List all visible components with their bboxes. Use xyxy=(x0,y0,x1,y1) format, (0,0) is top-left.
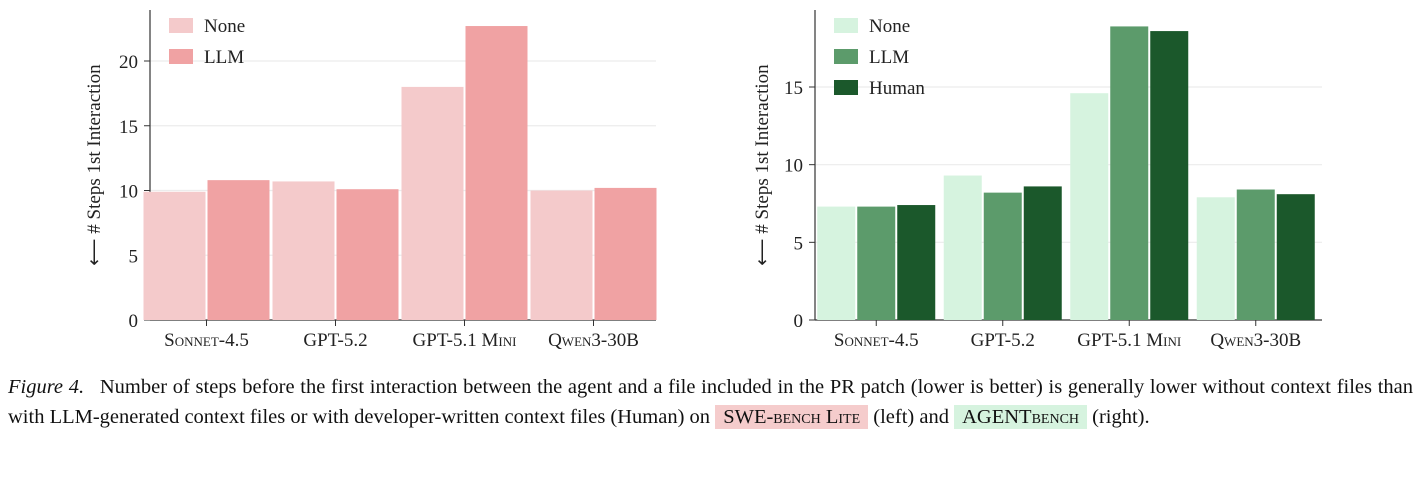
y-tick-label: 5 xyxy=(794,233,804,254)
y-tick-label: 20 xyxy=(119,52,138,73)
figure-caption: Figure 4. Number of steps before the fir… xyxy=(8,372,1413,432)
caption-end: (right). xyxy=(1092,406,1150,428)
x-tick-label: Qwen3-30B xyxy=(548,330,639,351)
legend-label: LLM xyxy=(869,47,909,68)
legend-swatch xyxy=(169,18,193,33)
legend-swatch xyxy=(834,80,858,95)
caption-label: Figure 4. xyxy=(8,376,85,398)
y-axis-label: ⟵ # Steps 1st Interaction xyxy=(84,64,105,266)
x-tick-label: GPT-5.2 xyxy=(971,330,1035,351)
bar-human xyxy=(1276,194,1315,320)
bar-llm xyxy=(336,189,399,320)
caption-bench-right: AGENTbench xyxy=(954,405,1088,429)
legend-label: None xyxy=(204,16,245,37)
y-tick-label: 0 xyxy=(794,311,804,332)
legend-label: None xyxy=(869,16,910,37)
legend-swatch xyxy=(834,18,858,33)
y-tick-label: 5 xyxy=(129,246,139,267)
y-tick-label: 15 xyxy=(119,117,138,138)
legend-label: LLM xyxy=(204,47,244,68)
bar-llm xyxy=(594,187,657,320)
caption-text: Number of steps before the first interac… xyxy=(8,376,1413,428)
bar-none xyxy=(1070,93,1109,320)
y-tick-label: 15 xyxy=(784,78,803,99)
bar-human xyxy=(1150,31,1189,321)
y-tick-label: 0 xyxy=(129,311,139,332)
bar-llm xyxy=(857,206,896,320)
legend-swatch xyxy=(834,49,858,64)
x-tick-label: GPT-5.1 Mini xyxy=(413,330,517,351)
legend-swatch xyxy=(169,49,193,64)
y-axis-label: ⟵ # Steps 1st Interaction xyxy=(752,64,773,266)
bar-none xyxy=(272,181,335,320)
bar-llm xyxy=(983,192,1022,320)
bar-none xyxy=(817,206,856,320)
y-tick-label: 10 xyxy=(119,182,138,203)
bar-llm xyxy=(207,180,270,320)
bar-none xyxy=(530,190,593,320)
charts: 0 5 10 15 20 ⟵ # Steps 1st Interaction Sonnet-… xyxy=(84,10,1322,351)
bar-llm xyxy=(1236,189,1275,320)
bar-human xyxy=(1023,186,1062,320)
x-tick-label: GPT-5.1 Mini xyxy=(1077,330,1181,351)
x-tick-label: GPT-5.2 xyxy=(303,330,367,351)
bar-none xyxy=(943,175,982,320)
legend-label: Human xyxy=(869,78,925,99)
caption-bench-left: SWE-bench Lite xyxy=(715,405,869,429)
caption-mid: (left) and xyxy=(873,406,949,428)
bar-llm xyxy=(1110,26,1149,320)
x-tick-label: Qwen3-30B xyxy=(1210,330,1301,351)
y-tick-label: 10 xyxy=(784,156,803,177)
x-tick-label: Sonnet-4.5 xyxy=(834,330,919,351)
bar-none xyxy=(401,86,464,321)
bar-none xyxy=(143,191,206,320)
bar-human xyxy=(897,205,936,320)
x-tick-label: Sonnet-4.5 xyxy=(164,330,249,351)
bar-none xyxy=(1196,197,1235,320)
bar-llm xyxy=(465,26,528,320)
